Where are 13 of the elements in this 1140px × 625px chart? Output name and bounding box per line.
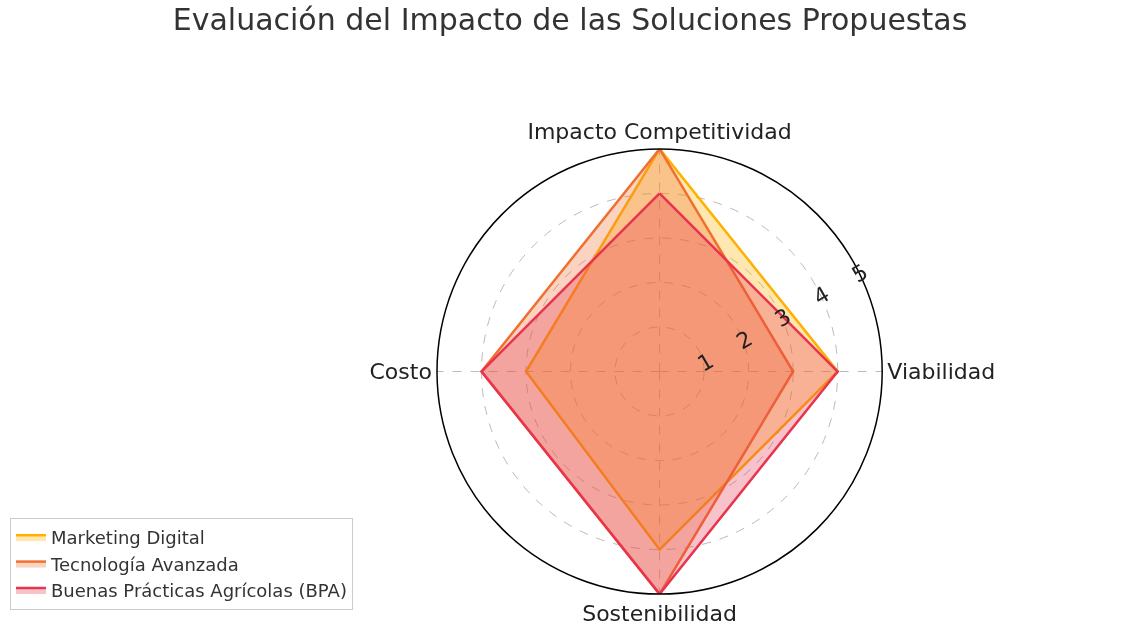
- spoke-label: Sostenibilidad: [582, 601, 738, 625]
- y-tick-label: 5: [847, 258, 873, 288]
- legend-label: Marketing Digital: [51, 527, 205, 549]
- legend-label: Tecnología Avanzada: [50, 553, 239, 575]
- chart-title: Evaluación del Impacto de las Soluciones Propuestas: [172, 2, 968, 38]
- y-tick-label: 2: [731, 325, 757, 355]
- legend-label: Buenas Prácticas Agrícolas (BPA): [51, 580, 347, 602]
- spoke-label: Costo: [369, 359, 432, 385]
- spoke-label: Impacto Competitividad: [527, 119, 792, 145]
- y-tick-label: 4: [809, 281, 834, 310]
- y-tick-label: 1: [693, 347, 718, 377]
- spoke-label: Viabilidad: [887, 359, 996, 385]
- y-tick-label: 3: [770, 303, 796, 333]
